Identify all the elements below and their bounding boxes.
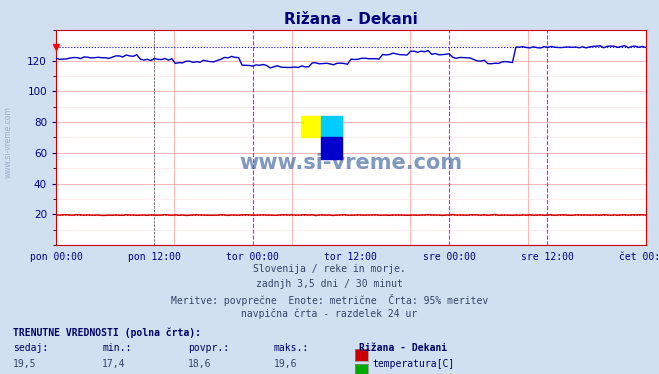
Text: min.:: min.: [102,343,132,353]
Text: 17,4: 17,4 [102,359,126,369]
Text: sre 12:00: sre 12:00 [521,252,574,263]
Text: 18,6: 18,6 [188,359,212,369]
Text: čet 00:00: čet 00:00 [619,252,659,263]
Text: maks.:: maks.: [273,343,308,353]
Bar [322,138,342,159]
Text: www.si-vreme.com: www.si-vreme.com [3,106,13,178]
Text: pon 12:00: pon 12:00 [128,252,181,263]
Text: tor 12:00: tor 12:00 [324,252,378,263]
Text: navpična črta - razdelek 24 ur: navpična črta - razdelek 24 ur [241,309,418,319]
Text: povpr.:: povpr.: [188,343,229,353]
Title: Rižana - Dekani: Rižana - Dekani [284,12,418,27]
Text: tor 00:00: tor 00:00 [226,252,279,263]
Text: www.si-vreme.com: www.si-vreme.com [239,153,463,173]
Text: Meritve: povprečne  Enote: metrične  Črta: 95% meritev: Meritve: povprečne Enote: metrične Črta:… [171,294,488,306]
Text: 19,5: 19,5 [13,359,37,369]
Text: Slovenija / reke in morje.: Slovenija / reke in morje. [253,264,406,274]
Text: pon 00:00: pon 00:00 [30,252,82,263]
Text: temperatura[C]: temperatura[C] [372,359,455,369]
Text: TRENUTNE VREDNOSTI (polna črta):: TRENUTNE VREDNOSTI (polna črta): [13,327,201,338]
Bar [322,116,342,138]
Bar [301,116,322,138]
Text: Rižana - Dekani: Rižana - Dekani [359,343,447,353]
Text: sre 00:00: sre 00:00 [423,252,476,263]
Text: sedaj:: sedaj: [13,343,48,353]
Text: 19,6: 19,6 [273,359,297,369]
Text: zadnjh 3,5 dni / 30 minut: zadnjh 3,5 dni / 30 minut [256,279,403,289]
